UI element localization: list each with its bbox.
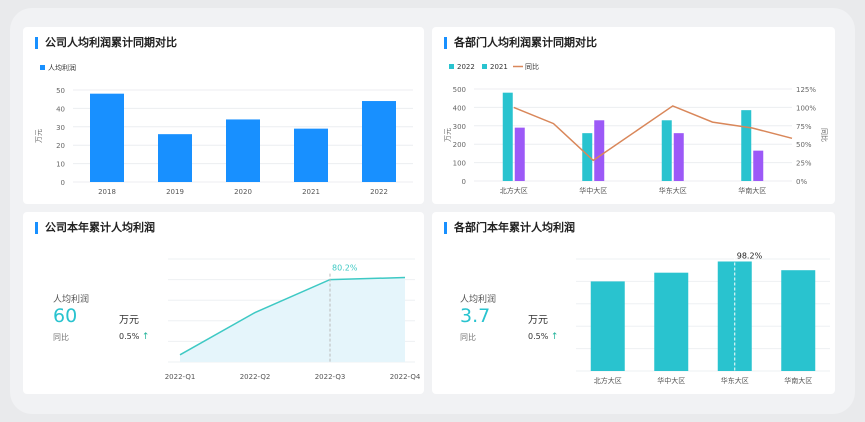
y-tick-label: 0 bbox=[61, 179, 65, 187]
chart-dept-ytd: 北方大区 华中大区 华东大区 98.2% 华南大区 bbox=[576, 251, 830, 385]
y-tick-label: 10 bbox=[56, 161, 65, 169]
panel-company-ytd: 公司本年累计人均利润 人均利润 60 万元 同比 0.5% ↑ 80.2% 202… bbox=[23, 212, 424, 394]
bar bbox=[590, 281, 625, 371]
y-tick-label: 30 bbox=[56, 124, 65, 132]
bar-2021 bbox=[514, 127, 525, 181]
bar bbox=[781, 270, 816, 371]
kpi-compare-value: 0.5% ↑ bbox=[528, 332, 559, 342]
y-axis-label: 万元 bbox=[35, 129, 43, 143]
x-tick-label: 华中大区 bbox=[657, 376, 685, 385]
y-tick-label: 20 bbox=[56, 142, 65, 150]
annotation-label: 98.2% bbox=[737, 251, 763, 260]
arrow-up-icon: ↑ bbox=[141, 332, 150, 342]
y2-tick-label: 0% bbox=[796, 178, 807, 186]
legend-label: 2021 bbox=[490, 63, 508, 71]
line-series bbox=[179, 276, 406, 356]
arrow-up-icon: ↑ bbox=[550, 332, 559, 342]
kpi-value: 3.7 bbox=[460, 305, 491, 327]
x-tick-label: 华中大区 bbox=[579, 186, 607, 195]
bar bbox=[654, 272, 689, 371]
y-tick-label: 0 bbox=[462, 178, 466, 186]
bar bbox=[362, 101, 396, 182]
y2-axis-label: 同比 bbox=[820, 128, 829, 142]
bar-2022 bbox=[582, 133, 593, 181]
y-tick-label: 400 bbox=[453, 104, 466, 112]
panel-company-yoy: 公司人均利润累计同期对比 人均利润万元 0 10 20 30 40 50 2018 2019 20… bbox=[23, 27, 424, 204]
bar-2022 bbox=[502, 92, 513, 181]
bar-2022 bbox=[661, 120, 672, 181]
x-tick-label: 2021 bbox=[302, 188, 320, 196]
kpi-value: 60 bbox=[53, 305, 78, 327]
x-tick-label: 2022 bbox=[370, 188, 388, 196]
legend-swatch bbox=[449, 64, 454, 69]
x-tick-label: 华南大区 bbox=[784, 376, 812, 385]
area-fill bbox=[180, 277, 405, 362]
bar bbox=[294, 128, 328, 182]
legend-swatch bbox=[482, 64, 487, 69]
x-tick-label: 2020 bbox=[234, 188, 252, 196]
y-tick-label: 50 bbox=[56, 87, 65, 95]
x-tick-label: 2022-Q3 bbox=[315, 373, 346, 381]
y-tick-label: 200 bbox=[453, 141, 466, 149]
x-tick-label: 华南大区 bbox=[738, 186, 766, 195]
kpi-label: 人均利润 bbox=[460, 295, 497, 305]
legend-label: 2022 bbox=[457, 63, 475, 71]
y-tick-label: 500 bbox=[453, 86, 466, 94]
x-tick-label: 2019 bbox=[166, 188, 184, 196]
x-tick-label: 华东大区 bbox=[659, 186, 687, 195]
kpi-compare-value: 0.5% ↑ bbox=[119, 332, 150, 342]
panel-title: 公司本年累计人均利润 bbox=[35, 222, 155, 234]
x-tick-label: 华东大区 bbox=[721, 376, 749, 385]
line-yoy bbox=[513, 105, 793, 162]
y2-tick-label: 75% bbox=[796, 123, 812, 131]
bar-2021 bbox=[673, 133, 684, 181]
kpi-unit: 万元 bbox=[119, 315, 139, 326]
bar-2022 bbox=[741, 110, 752, 181]
x-tick-label: 2022-Q1 bbox=[165, 373, 196, 381]
x-tick-label: 2018 bbox=[98, 188, 116, 196]
y-tick-label: 100 bbox=[453, 160, 466, 168]
kpi-label: 人均利润 bbox=[53, 295, 90, 305]
chart-company-ytd: 80.2% 2022-Q1 2022-Q2 2022-Q3 2022-Q4 bbox=[165, 258, 421, 381]
annotation-label: 80.2% bbox=[332, 264, 358, 273]
panel-title: 各部门本年累计人均利润 bbox=[444, 222, 575, 234]
kpi-unit: 万元 bbox=[528, 315, 548, 326]
x-tick-label: 北方大区 bbox=[500, 186, 528, 195]
legend-label: 人均利润 bbox=[48, 63, 76, 72]
panel-dept-yoy: 各部门人均利润累计同期对比 2022 2021 同比 万元 同比 0 0% 100 25% 200… bbox=[432, 27, 835, 204]
bar-2021 bbox=[753, 150, 764, 181]
y-tick-label: 40 bbox=[56, 105, 65, 113]
x-tick-label: 2022-Q2 bbox=[240, 373, 271, 381]
panel-title: 公司人均利润累计同期对比 bbox=[35, 37, 177, 49]
y2-tick-label: 125% bbox=[796, 86, 816, 94]
x-tick-label: 2022-Q4 bbox=[390, 373, 421, 381]
bar bbox=[90, 93, 124, 182]
bar-2021 bbox=[594, 120, 605, 181]
y-axis-label: 万元 bbox=[444, 128, 452, 142]
y2-tick-label: 100% bbox=[796, 104, 816, 112]
y2-tick-label: 25% bbox=[796, 160, 812, 168]
bar bbox=[226, 119, 260, 182]
x-tick-label: 北方大区 bbox=[594, 376, 622, 385]
y-tick-label: 300 bbox=[453, 123, 466, 131]
panel-dept-ytd: 各部门本年累计人均利润 人均利润 3.7 万元 同比 0.5% ↑ 北方大区 华中… bbox=[432, 212, 835, 394]
bar bbox=[158, 134, 192, 182]
kpi-compare-label: 同比 bbox=[460, 333, 476, 342]
kpi-compare-label: 同比 bbox=[53, 333, 69, 342]
panel-title: 各部门人均利润累计同期对比 bbox=[444, 37, 597, 49]
legend-label: 同比 bbox=[525, 62, 539, 71]
legend-swatch bbox=[40, 65, 45, 70]
y2-tick-label: 50% bbox=[796, 141, 812, 149]
